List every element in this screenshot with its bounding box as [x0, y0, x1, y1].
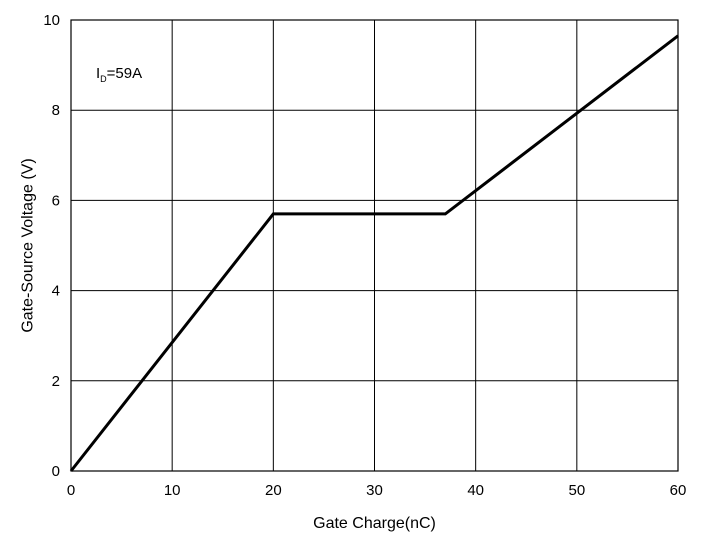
x-tick-label: 10: [164, 482, 181, 499]
y-axis-label: Gate-Source Voltage (V): [20, 158, 37, 332]
x-tick-label: 30: [366, 482, 383, 499]
y-tick-label: 10: [43, 12, 60, 29]
x-tick-label: 40: [467, 482, 484, 499]
y-tick-label: 4: [52, 283, 60, 300]
x-tick-label: 60: [670, 482, 687, 499]
drain-current-annotation: ID=59A: [96, 65, 142, 84]
grid: [70, 19, 679, 472]
x-tick-label: 20: [265, 482, 282, 499]
series-line: [69, 34, 679, 472]
y-tick-labels: 0 2 4 6 8 10: [43, 12, 60, 480]
series-layer: [69, 34, 679, 472]
x-tick-label: 50: [568, 482, 585, 499]
plot-frame: [70, 19, 679, 472]
annotation-rest: =59A: [107, 65, 142, 82]
y-tick-label: 6: [52, 192, 60, 209]
x-axis-label: Gate Charge(nC): [313, 515, 436, 532]
x-tick-labels: 0 10 20 30 40 50 60: [67, 482, 687, 499]
y-tick-label: 2: [52, 373, 60, 390]
y-tick-label: 0: [52, 463, 60, 480]
annotation-base: I: [96, 65, 100, 82]
x-tick-label: 0: [67, 482, 75, 499]
y-tick-label: 8: [52, 102, 60, 119]
annotation-subscript: D: [100, 74, 107, 84]
